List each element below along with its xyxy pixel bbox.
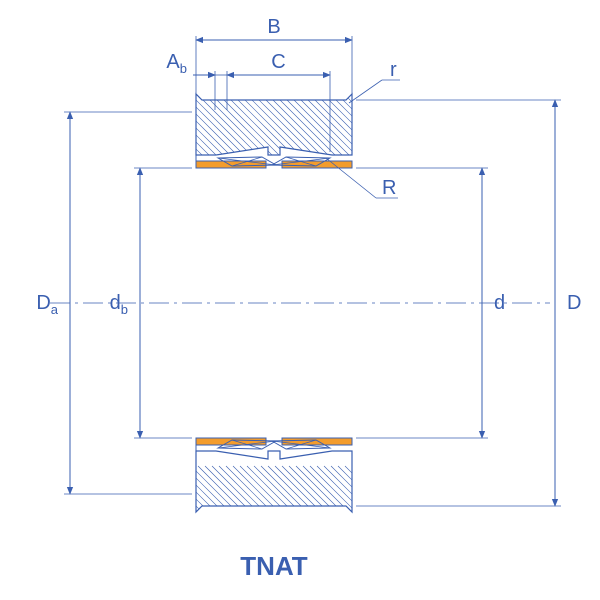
svg-text:db: db: [110, 292, 128, 317]
svg-text:B: B: [267, 16, 280, 38]
svg-text:R: R: [382, 177, 396, 199]
svg-text:D: D: [567, 292, 581, 314]
svg-text:r: r: [390, 59, 397, 81]
svg-text:Da: Da: [36, 292, 58, 317]
svg-text:d: d: [494, 292, 505, 314]
svg-text:TNAT: TNAT: [240, 551, 308, 581]
svg-text:Ab: Ab: [166, 51, 187, 76]
svg-text:C: C: [271, 51, 285, 73]
